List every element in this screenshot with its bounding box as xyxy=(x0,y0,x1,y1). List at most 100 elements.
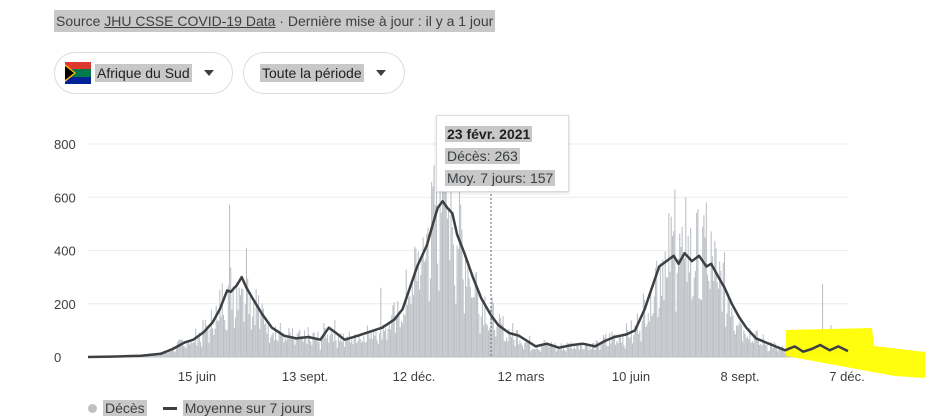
bar xyxy=(746,338,747,357)
bar xyxy=(556,351,557,357)
bar xyxy=(385,328,386,357)
bar xyxy=(194,342,195,357)
bar xyxy=(535,349,536,357)
bar xyxy=(487,325,488,357)
bar xyxy=(411,304,412,357)
bar xyxy=(298,332,299,357)
bar xyxy=(782,346,783,357)
bar xyxy=(605,334,606,357)
bar xyxy=(338,336,339,357)
bar xyxy=(553,348,554,357)
bar xyxy=(689,273,690,357)
bar xyxy=(515,346,516,357)
bar xyxy=(187,343,188,357)
bar xyxy=(401,321,402,357)
bar xyxy=(373,332,374,357)
bar xyxy=(434,165,435,357)
bar xyxy=(349,331,350,357)
bar xyxy=(505,342,506,357)
bar xyxy=(213,335,214,357)
bar xyxy=(286,340,287,357)
bar xyxy=(414,247,415,357)
bar xyxy=(384,331,385,357)
bar xyxy=(412,283,413,357)
bar xyxy=(176,348,177,357)
bar xyxy=(420,275,421,357)
tooltip-date: 23 févr. 2021 xyxy=(445,126,532,142)
bar xyxy=(766,342,767,357)
bar xyxy=(296,337,297,357)
bar xyxy=(464,314,465,357)
bar xyxy=(672,236,673,357)
y-tick-label: 600 xyxy=(54,190,76,205)
bar xyxy=(400,327,401,357)
bar xyxy=(188,343,189,357)
bar xyxy=(740,317,741,357)
bar xyxy=(366,342,367,357)
bar xyxy=(760,344,761,357)
bar xyxy=(677,273,678,357)
bar xyxy=(244,322,245,357)
bar xyxy=(454,285,455,357)
bar xyxy=(668,213,669,357)
bar xyxy=(521,343,522,357)
bar xyxy=(602,343,603,357)
bar xyxy=(181,339,182,357)
bar xyxy=(610,343,611,357)
bar xyxy=(402,323,403,357)
bar xyxy=(204,331,205,357)
bar xyxy=(662,260,663,357)
bar xyxy=(235,317,236,357)
bar xyxy=(332,334,333,357)
bar xyxy=(522,346,523,357)
bar xyxy=(682,227,683,357)
bar xyxy=(285,337,286,357)
bar xyxy=(565,351,566,357)
bar xyxy=(409,296,410,357)
bar xyxy=(702,227,703,357)
bar xyxy=(743,330,744,357)
bar xyxy=(438,291,439,357)
y-tick-label: 200 xyxy=(54,297,76,312)
bar xyxy=(323,323,324,357)
bar xyxy=(431,182,432,357)
bar xyxy=(183,346,184,357)
bar xyxy=(377,340,378,357)
bar xyxy=(407,305,408,357)
bar xyxy=(217,321,218,357)
bar xyxy=(219,290,220,357)
bar xyxy=(534,349,535,357)
bar xyxy=(489,328,490,357)
bar xyxy=(608,346,609,357)
bar xyxy=(207,327,208,357)
bar xyxy=(691,299,692,357)
bar xyxy=(360,339,361,357)
bar xyxy=(379,333,380,357)
bar xyxy=(345,340,346,357)
bar xyxy=(314,332,315,357)
bar xyxy=(240,295,241,357)
bar xyxy=(755,331,756,357)
bar xyxy=(601,345,602,357)
bar xyxy=(259,329,260,357)
y-tick-label: 0 xyxy=(54,350,61,365)
bar xyxy=(552,345,553,357)
bar xyxy=(707,275,708,357)
bar xyxy=(281,332,282,357)
bar xyxy=(403,314,404,357)
bar xyxy=(692,296,693,357)
bar xyxy=(435,205,436,357)
bar xyxy=(732,315,733,357)
bar xyxy=(417,281,418,357)
bar xyxy=(356,343,357,357)
bar xyxy=(371,333,372,357)
bar xyxy=(395,333,396,357)
bar xyxy=(350,343,351,357)
bar xyxy=(628,338,629,357)
bar xyxy=(342,342,343,357)
bar xyxy=(751,343,752,357)
bar xyxy=(636,329,637,357)
bar xyxy=(728,296,729,357)
bar xyxy=(769,351,770,357)
bar xyxy=(575,349,576,357)
